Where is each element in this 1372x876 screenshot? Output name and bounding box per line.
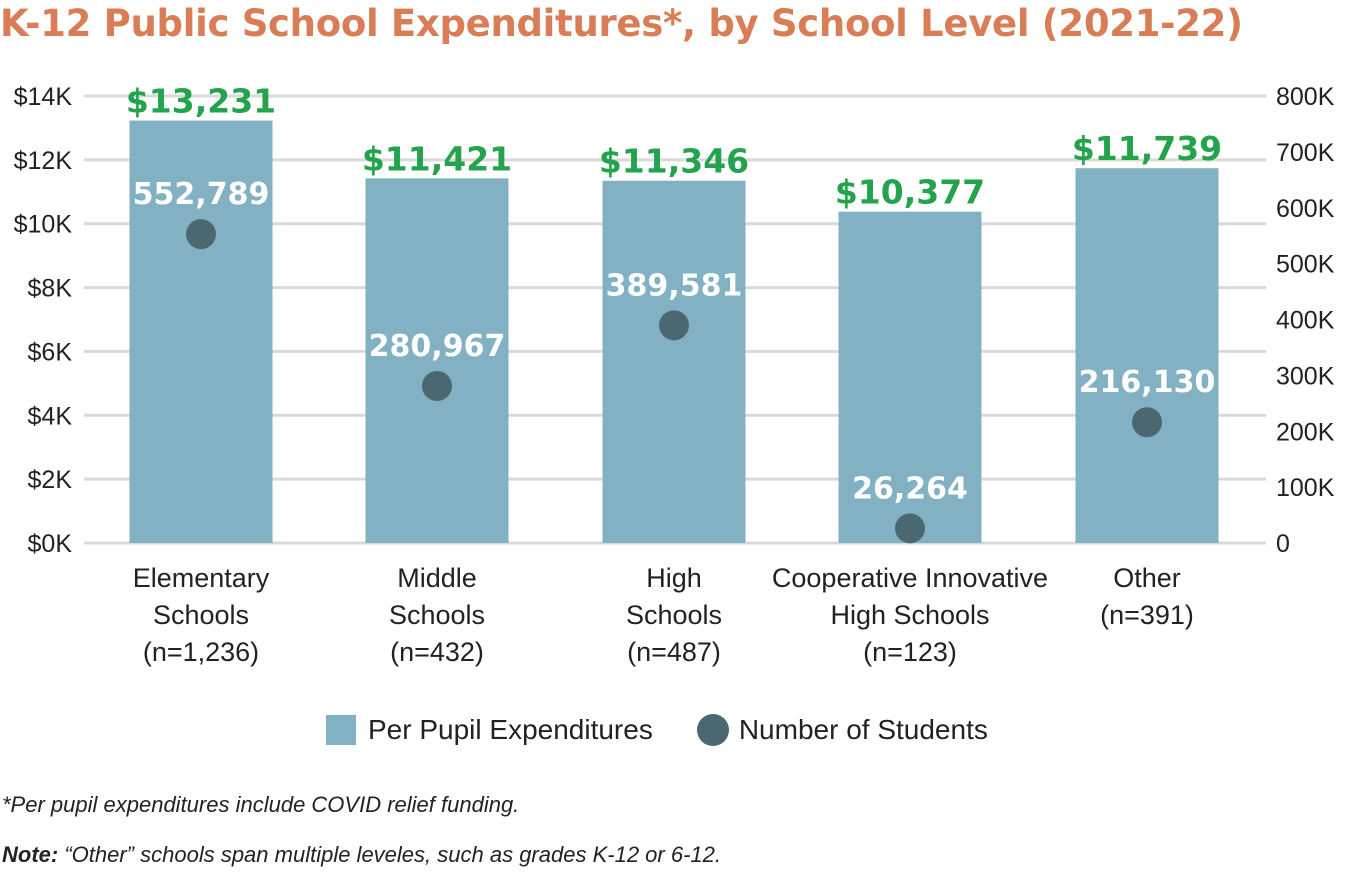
category-label: (n=487) <box>627 637 721 667</box>
left-tick-label: $6K <box>28 338 73 366</box>
left-tick-label: $12K <box>14 147 73 175</box>
category-label: Schools <box>153 600 249 630</box>
right-tick-label: 600K <box>1276 195 1335 223</box>
legend-label-students: Number of Students <box>738 714 988 745</box>
point-value-label: 26,264 <box>852 471 968 506</box>
points: 552,789 280,967 389,581 26,264 216,130 <box>133 177 1216 544</box>
legend-label-expenditures: Per Pupil Expenditures <box>368 714 653 745</box>
left-tick-label: $10K <box>14 211 73 239</box>
category-label: (n=1,236) <box>143 637 259 667</box>
bar-value-label: $11,421 <box>362 139 512 178</box>
left-tick-label: $2K <box>28 466 73 494</box>
footnote: *Per pupil expenditures include COVID re… <box>2 792 520 817</box>
legend-bar-swatch <box>326 715 356 745</box>
right-tick-label: 100K <box>1276 474 1335 502</box>
bar <box>365 178 509 543</box>
point-value-label: 216,130 <box>1079 365 1216 400</box>
bars: $13,231 $11,421 $11,346 $10,377 $11,739 <box>126 82 1222 544</box>
right-tick-label: 800K <box>1276 83 1335 111</box>
point <box>422 371 452 402</box>
chart-area: $0K $2K $4K $6K $8K $10K $12K $14K 0 100K 200K 300… <box>14 82 1335 667</box>
left-tick-label: $8K <box>28 275 73 303</box>
category-label: (n=391) <box>1100 600 1194 630</box>
category-label: Schools <box>626 600 722 630</box>
right-tick-label: 400K <box>1276 307 1335 335</box>
category-label: High <box>646 563 702 593</box>
note: Note: “Other” schools span multiple leve… <box>2 842 721 868</box>
bar <box>838 211 982 543</box>
note-label: Note: <box>2 842 59 867</box>
point-value-label: 389,581 <box>606 268 743 303</box>
point <box>895 513 925 544</box>
bar-value-label: $10,377 <box>835 173 985 212</box>
point-value-label: 280,967 <box>369 329 506 364</box>
bar <box>129 120 273 543</box>
left-tick-label: $4K <box>28 402 73 430</box>
bar-value-label: $11,346 <box>599 142 749 181</box>
category-label: Schools <box>389 600 485 630</box>
bar-value-label: $11,739 <box>1072 129 1222 168</box>
category-label: Middle <box>397 563 477 593</box>
right-axis: 0 100K 200K 300K 400K 500K 600K 700K 800K <box>1276 83 1335 558</box>
note-text: “Other” schools span multiple leveles, s… <box>58 842 721 867</box>
legend-item-students: Number of Students <box>696 714 988 746</box>
right-tick-label: 700K <box>1276 139 1335 167</box>
chart-title: K-12 Public School Expenditures*, by Sch… <box>0 2 1243 45</box>
right-tick-label: 0 <box>1276 530 1290 558</box>
category-label: Elementary <box>133 563 270 593</box>
bar <box>602 180 746 543</box>
left-axis: $0K $2K $4K $6K $8K $10K $12K $14K <box>14 83 73 558</box>
right-tick-label: 200K <box>1276 418 1335 446</box>
category-labels: Elementary Schools (n=1,236) Middle Schools (… <box>133 563 1194 667</box>
left-tick-label: $0K <box>28 530 73 558</box>
category-label: Cooperative Innovative <box>772 563 1048 593</box>
point-value-label: 552,789 <box>133 177 270 212</box>
legend: Per Pupil Expenditures Number of Student… <box>326 714 1032 746</box>
category-label: (n=432) <box>390 637 484 667</box>
point <box>1132 407 1162 438</box>
category-label: (n=123) <box>863 637 957 667</box>
category-label: Other <box>1113 563 1181 593</box>
bar-value-label: $13,231 <box>126 82 276 121</box>
legend-item-expenditures: Per Pupil Expenditures <box>326 714 653 746</box>
category-label: High Schools <box>830 600 989 630</box>
point <box>186 219 216 250</box>
bar <box>1075 168 1219 544</box>
left-tick-label: $14K <box>14 83 73 111</box>
right-tick-label: 500K <box>1276 251 1335 279</box>
point <box>659 310 689 341</box>
legend-dot-swatch <box>696 714 729 746</box>
right-tick-label: 300K <box>1276 362 1335 390</box>
